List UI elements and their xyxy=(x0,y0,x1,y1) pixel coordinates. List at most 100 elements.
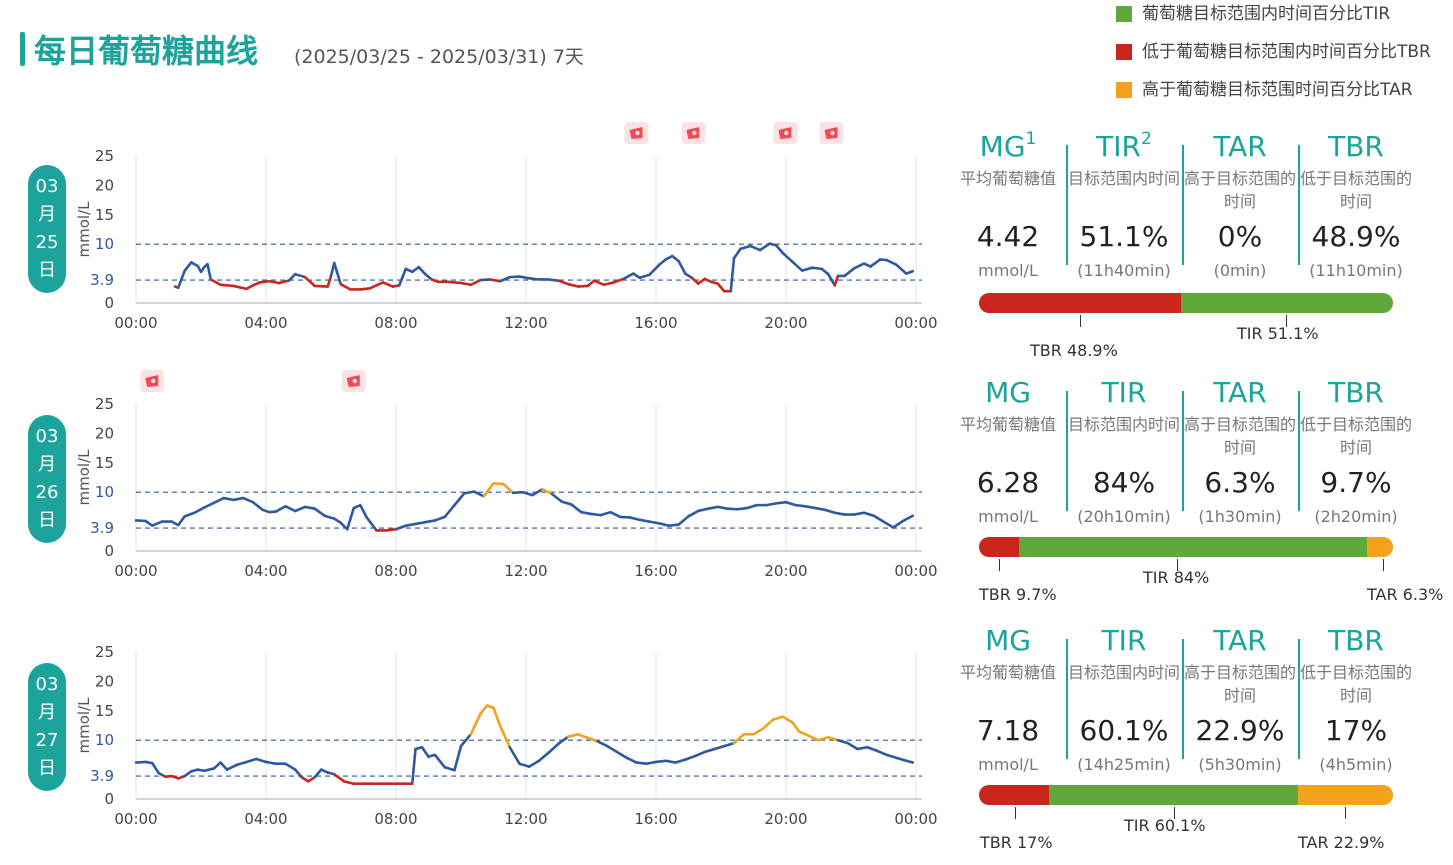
series-segment xyxy=(674,758,687,764)
stat-mg-unit: mmol/L xyxy=(978,755,1038,774)
series-segment xyxy=(826,735,840,742)
series-segment xyxy=(843,267,856,278)
meal-icon xyxy=(140,370,165,392)
stat-tbr-duration: (11h10min) xyxy=(1309,261,1403,280)
series-segment xyxy=(605,744,619,754)
series-segment xyxy=(579,510,593,516)
series-segment xyxy=(846,741,859,751)
series-segment xyxy=(745,503,759,510)
series-segment xyxy=(462,490,476,495)
series-segment xyxy=(202,767,216,773)
series-segment xyxy=(287,272,297,282)
stat-mg-value: 6.28 xyxy=(976,466,1040,499)
series-segment xyxy=(784,500,798,507)
stat-divider xyxy=(1066,391,1068,511)
series-segment xyxy=(732,247,742,260)
series-segment xyxy=(134,519,148,523)
series-segment xyxy=(518,762,531,768)
series-segment xyxy=(232,496,245,502)
series-segment xyxy=(804,505,817,510)
stat-tir-desc: 目标范围内时间 xyxy=(1067,415,1180,434)
bar-tick-tbr xyxy=(1015,807,1016,819)
meal-icon-dot xyxy=(830,130,835,136)
series-segment xyxy=(726,507,739,511)
x-tick-label: 20:00 xyxy=(764,810,807,828)
series-segment xyxy=(748,244,762,252)
series-segment xyxy=(254,757,268,764)
series-segment xyxy=(638,273,651,280)
series-segment xyxy=(872,514,885,523)
series-segment xyxy=(498,724,512,749)
series-segment xyxy=(862,511,876,518)
stat-mg-name: MG1 xyxy=(979,129,1037,163)
series-segment xyxy=(420,745,430,758)
series-segment xyxy=(339,521,349,531)
bar-label-tbr: TBR 17% xyxy=(980,833,1053,852)
series-segment xyxy=(358,287,372,291)
stat-mg-desc: 平均葡萄糖值 xyxy=(959,169,1056,188)
meal-icon xyxy=(773,122,798,144)
series-segment xyxy=(586,279,596,288)
series-segment xyxy=(570,503,583,514)
legend-swatch-tbr xyxy=(1116,44,1132,60)
y-tick-label: 25 xyxy=(95,395,114,413)
stat-tbr-name: TBR xyxy=(1328,376,1384,409)
series-segment xyxy=(202,501,216,509)
day-block: 03 月 27 日 00:00 04:00 08:00 12:00 16:00 20:00… xyxy=(0,601,1453,852)
series-segment xyxy=(508,745,521,766)
y-tick-label: 10 xyxy=(95,483,114,501)
series-segment xyxy=(293,272,307,279)
bar-label-tir: TIR 51.1% xyxy=(1237,324,1319,343)
bar-segment-tbr xyxy=(979,293,1182,313)
series-segment xyxy=(313,768,323,779)
stat-tar-value: 22.9% xyxy=(1195,714,1285,747)
y-tick-label: 0 xyxy=(104,294,114,312)
series-segment xyxy=(752,727,765,736)
series-segment xyxy=(384,527,398,532)
series-segment xyxy=(648,520,661,525)
series-segment xyxy=(472,490,486,498)
title-accent-bar xyxy=(20,32,25,66)
series-segment xyxy=(576,733,590,740)
series-segment xyxy=(618,515,632,519)
series-segment xyxy=(609,510,622,519)
series-segment xyxy=(232,284,248,291)
stat-mg-desc: 平均葡萄糖值 xyxy=(959,663,1056,682)
y-tick-label: 0 xyxy=(104,790,114,808)
stat-tir-value: 84% xyxy=(1092,466,1156,499)
x-tick-label: 00:00 xyxy=(894,314,937,332)
stat-divider xyxy=(1066,639,1068,759)
series-segment xyxy=(687,509,700,518)
series-segment xyxy=(566,282,580,288)
series-segment xyxy=(547,278,560,282)
series-segment xyxy=(690,276,700,285)
series-segment xyxy=(761,718,775,730)
series-segment xyxy=(654,759,668,764)
bar-label-tbr: TBR 9.7% xyxy=(979,585,1057,604)
x-tick-label: 00:00 xyxy=(894,562,937,580)
series-segment xyxy=(508,275,521,279)
series-segment xyxy=(813,506,827,512)
series-segment xyxy=(771,715,785,721)
series-segment xyxy=(576,284,590,288)
stat-tar-desc: 高于目标范围的时间 xyxy=(1183,415,1296,457)
series-segment xyxy=(589,512,603,517)
badge-day: 26 xyxy=(35,482,59,503)
series-segment xyxy=(713,744,726,751)
stat-tir-name: TIR xyxy=(1101,624,1147,657)
stat-tar-duration: (5h30min) xyxy=(1198,755,1282,774)
series-segment xyxy=(332,261,343,286)
badge-day-unit: 日 xyxy=(38,510,56,531)
x-tick-label: 04:00 xyxy=(244,314,287,332)
badge-day-unit: 日 xyxy=(38,758,56,779)
x-tick-label: 16:00 xyxy=(634,810,677,828)
series-segment xyxy=(417,265,427,276)
badge-day: 25 xyxy=(35,232,59,253)
series-segment xyxy=(183,261,193,272)
series-segment xyxy=(339,282,352,291)
series-segment xyxy=(498,275,512,283)
series-segment xyxy=(732,733,746,745)
series-segment xyxy=(696,507,710,513)
meal-icon-dot xyxy=(635,130,640,136)
stat-divider xyxy=(1298,145,1300,265)
